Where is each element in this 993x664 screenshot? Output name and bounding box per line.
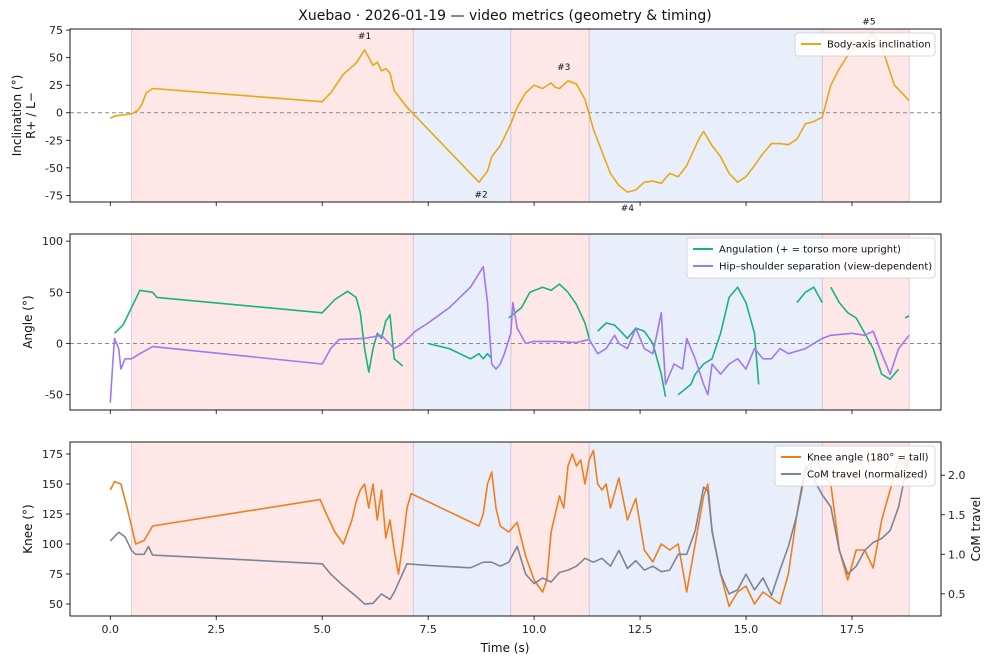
series-line-1 (830, 286, 900, 381)
y-tick-label: 100 (42, 235, 63, 248)
peak-annotation: #5 (862, 18, 875, 28)
legend-entry: CoM travel (normalized) (807, 470, 928, 481)
series-line-1 (796, 286, 824, 304)
x-tick-label: 5.0 (313, 623, 331, 636)
series-line-1 (113, 289, 404, 373)
y-axis-label: Knee (°) (21, 504, 35, 553)
legend-box (774, 445, 936, 487)
panel-3: 50 75 100 125 150 175 0.5 1.0 1.5 2.0 0.0 2.5 5.0 7.5… (21, 441, 983, 636)
legend-box (794, 32, 936, 57)
series-line-1 (109, 32, 910, 193)
series-line-1 (109, 449, 910, 608)
y-axis-label: Inclination (°) (10, 75, 24, 157)
series-line-2 (109, 265, 910, 403)
y-tick-label: 75 (49, 24, 63, 37)
peak-annotation: #2 (474, 191, 487, 201)
y2-axis-label: CoM travel (969, 497, 983, 562)
legend: Body-axis inclination (794, 32, 936, 57)
y2-tick-label: 1.0 (948, 548, 966, 561)
legend-entry: Knee angle (180° = tall) (807, 453, 929, 464)
y2-tick-label: 2.0 (948, 469, 966, 482)
series-line-1 (904, 315, 910, 319)
y-tick-label: 50 (49, 52, 63, 65)
y-tick-label: 125 (42, 508, 63, 521)
phase-band (510, 442, 590, 616)
series-line-1 (508, 283, 590, 339)
y-tick-label: -50 (45, 162, 63, 175)
peak-annotation: #1 (358, 32, 371, 42)
y-tick-label: 25 (49, 79, 63, 92)
phase-band (413, 234, 511, 410)
phase-band (589, 29, 823, 202)
series-line-1 (427, 342, 493, 360)
x-axis-label: Time (s) (480, 641, 530, 655)
legend-entry: Body-axis inclination (827, 40, 931, 51)
y-tick-label: -25 (45, 134, 63, 147)
y-tick-label: 175 (42, 448, 63, 461)
phase-band (510, 234, 590, 410)
phase-band (413, 29, 511, 202)
panel-1: -75 -50 -25 0 25 50 75 Inclination (°) R+ / L− #1… (10, 18, 942, 214)
axes-frame (69, 233, 942, 411)
y-tick-label: -75 (45, 189, 63, 202)
y2-tick-label: 1.5 (948, 509, 966, 522)
legend-entry: Angulation (+ = torso more upright) (719, 245, 901, 256)
axes-frame (69, 28, 942, 203)
y-tick-label: 0 (56, 107, 63, 120)
peak-annotation: #4 (621, 204, 635, 214)
x-tick-label: 0.0 (102, 623, 120, 636)
plot-area: -75 -50 -25 0 25 50 75 Inclination (°) R+ / L− #1… (10, 18, 983, 636)
y-tick-label: 150 (42, 478, 63, 491)
panel-2: -50 0 50 100 Angle (°) Angulation (+ = torso … (21, 233, 942, 414)
phase-band (510, 29, 590, 202)
y-tick-label: 75 (49, 568, 63, 581)
x-tick-label: 15.0 (734, 623, 759, 636)
legend-box (686, 237, 936, 279)
phase-band (131, 234, 414, 410)
series-group (109, 32, 910, 193)
series-group (109, 265, 910, 403)
legend: Angulation (+ = torso more upright) Hip–s… (686, 237, 936, 279)
x-tick-label: 7.5 (419, 623, 437, 636)
phase-band (131, 442, 414, 616)
y-tick-label: 50 (49, 598, 63, 611)
x-tick-label: 17.5 (840, 623, 865, 636)
x-tick-label: 12.5 (628, 623, 653, 636)
legend-entry: Hip–shoulder separation (view-dependent) (719, 262, 932, 273)
axes-frame (69, 441, 942, 617)
series-line-1 (677, 286, 760, 396)
x-tick-label: 10.0 (522, 623, 547, 636)
y2-tick-label: 0.5 (948, 588, 966, 601)
legend: Knee angle (180° = tall) CoM travel (norm… (774, 445, 936, 487)
chart-title: Xuebao · 2026-01-19 — video metrics (geo… (298, 8, 712, 24)
y-axis-label: Angle (°) (21, 295, 35, 348)
phase-band (822, 29, 910, 202)
y-tick-label: 100 (42, 538, 63, 551)
y-tick-label: 50 (49, 286, 63, 299)
phase-band (131, 29, 414, 202)
y-tick-label: 0 (56, 337, 63, 350)
y-tick-label: -50 (45, 389, 63, 402)
peak-annotation: #3 (557, 63, 570, 73)
phase-band (413, 442, 511, 616)
y-axis-label-2: R+ / L− (24, 92, 38, 139)
x-tick-label: 2.5 (207, 623, 225, 636)
